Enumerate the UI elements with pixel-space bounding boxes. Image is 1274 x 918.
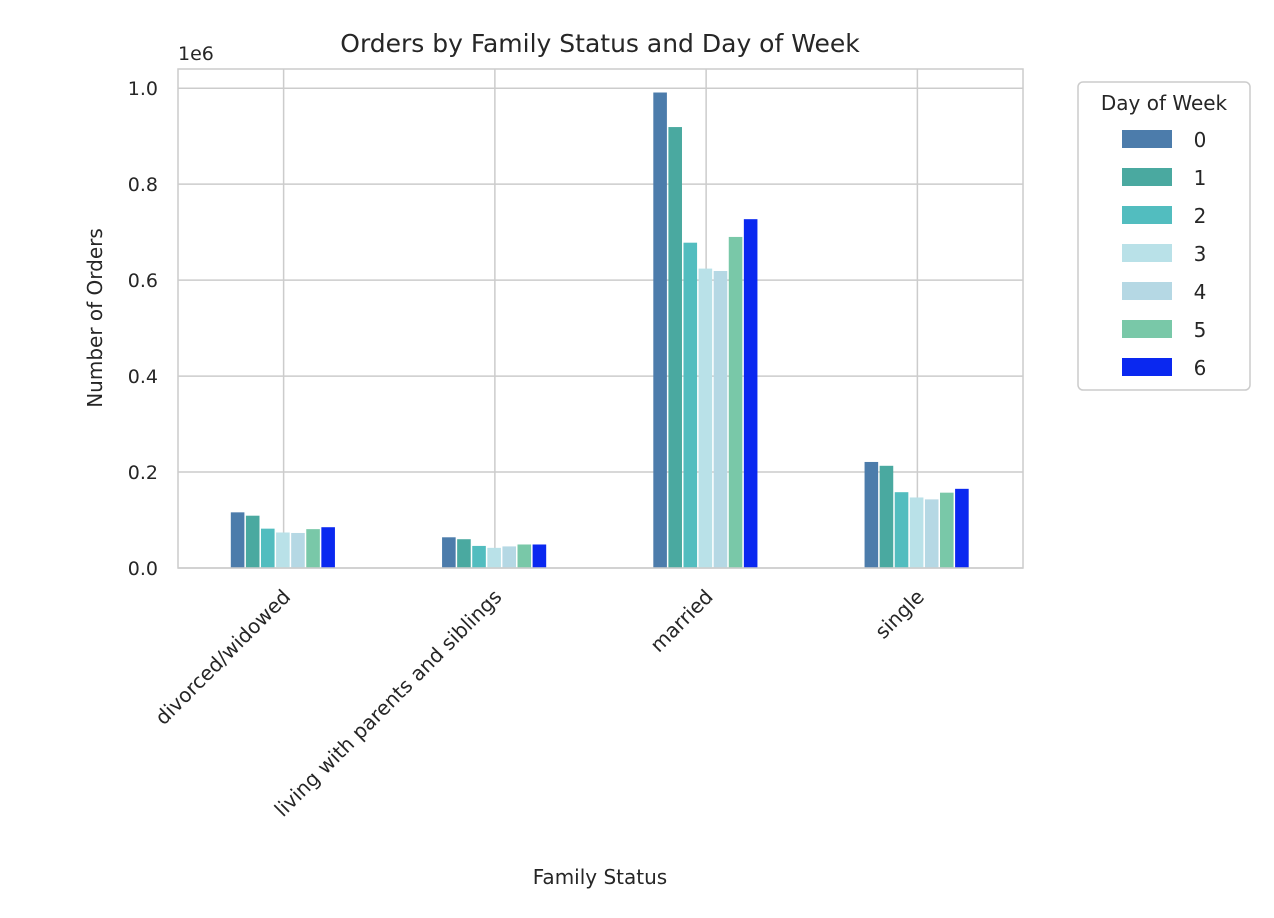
y-tick-label: 0.2 [128,462,158,484]
bar [955,488,969,568]
bar [245,515,260,568]
bar [472,545,486,568]
x-axis-label: Family Status [533,865,667,889]
bar [894,492,909,568]
bar [321,527,335,568]
legend-swatch [1122,244,1172,262]
y-offset-label: 1e6 [178,43,214,65]
bar [713,270,728,568]
bar [517,544,532,568]
bar [230,512,245,568]
legend-title: Day of Week [1101,91,1228,115]
plot-frame [177,68,1024,569]
legend-swatch [1122,282,1172,300]
bar [532,544,547,568]
bar [306,529,320,568]
legend-label: 3 [1194,242,1207,266]
legend-label: 2 [1194,204,1207,228]
bar [457,539,471,568]
bar [698,268,713,568]
legend-swatch [1122,168,1172,186]
bar [276,532,290,568]
legend-swatch [1122,206,1172,224]
bars-layer [230,92,969,569]
bar [728,236,743,569]
bar [879,465,894,568]
legend-items: 0 1 2 3 4 5 6 [1122,128,1206,380]
bar [653,92,667,569]
bar [743,219,758,568]
bar [924,499,939,568]
bar [668,127,682,568]
y-tick-label: 0.0 [128,558,158,580]
bar [940,492,954,568]
y-tick-label: 1.0 [128,78,158,100]
bar [909,497,924,568]
x-tick-label: living with parents and siblings [270,585,507,822]
bar [291,532,305,568]
legend-swatch [1122,320,1172,338]
legend-label: 0 [1194,128,1207,152]
x-tick-label: divorced/widowed [150,585,295,730]
legend-frame [1077,81,1251,391]
legend-label: 6 [1194,356,1207,380]
y-axis-label: Number of Orders [83,228,107,408]
chart-title: Orders by Family Status and Day of Week [340,29,860,58]
bar [487,547,501,568]
bar [864,461,879,568]
x-tick-label: married [645,585,717,657]
bar [442,537,456,568]
bar [260,528,275,568]
legend-label: 4 [1194,280,1207,304]
bar [683,242,698,569]
legend-label: 1 [1194,166,1207,190]
bar [502,546,517,568]
legend-swatch [1122,130,1172,148]
legend: Day of Week 0 1 2 3 4 5 6 [1077,81,1251,391]
y-ticks: 0.0 0.2 0.4 0.6 0.8 1.0 [128,78,158,580]
legend-label: 5 [1194,318,1207,342]
y-tick-label: 0.6 [128,270,158,292]
y-tick-label: 0.4 [128,366,158,388]
y-tick-label: 0.8 [128,174,158,196]
x-tick-label: single [870,585,929,644]
legend-swatch [1122,358,1172,376]
